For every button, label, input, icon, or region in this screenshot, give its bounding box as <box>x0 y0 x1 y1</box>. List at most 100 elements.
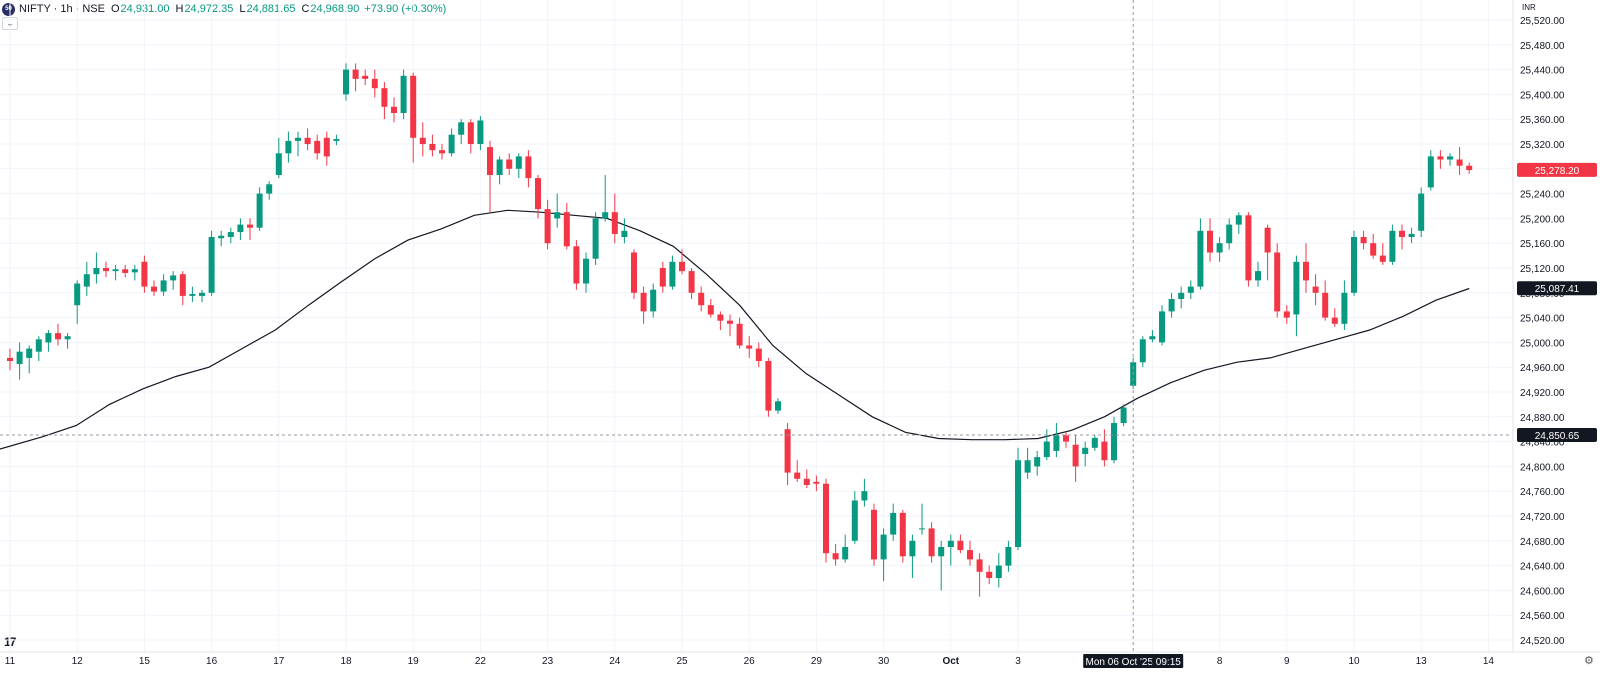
candle-down <box>640 286 647 324</box>
symbol-title[interactable]: NIFTY · 1h · NSE <box>19 3 105 15</box>
candle-up <box>842 534 849 563</box>
currency-label[interactable]: INR <box>1522 3 1536 12</box>
time-axis[interactable]: 11 12 15 16 17 18 19 22 23 24 25 26 29 30 Oct 3 7 8 9 10 13 1… <box>5 656 1495 667</box>
candle-up <box>64 333 71 349</box>
candle-down <box>727 314 733 337</box>
y-tick-label: 25,200.00 <box>1520 214 1565 225</box>
candle-up <box>35 336 42 361</box>
y-tick-label: 25,040.00 <box>1520 314 1565 325</box>
symbol-logo[interactable]: 50 <box>2 2 15 16</box>
x-tick-label: 26 <box>744 656 756 667</box>
candle-body <box>458 122 465 135</box>
candle-down <box>707 299 714 318</box>
candle-body <box>563 212 570 247</box>
candle-down <box>871 503 877 566</box>
candle-body <box>669 261 676 287</box>
candle-body <box>832 553 839 560</box>
candle-body <box>1149 336 1156 340</box>
price-axis[interactable]: 25,520.00 25,480.00 25,440.00 25,400.00 25,3… <box>1520 16 1565 647</box>
candle-up <box>266 181 273 200</box>
candle-down <box>1399 224 1405 250</box>
candle-up <box>295 131 301 157</box>
candle-body <box>717 314 724 321</box>
candle-down <box>573 240 580 290</box>
candle-down <box>1456 147 1463 175</box>
candle-down <box>957 534 964 554</box>
candle-body <box>487 147 493 175</box>
candle-body <box>208 237 215 293</box>
y-tick-label: 25,320.00 <box>1520 140 1565 151</box>
candle-up <box>1351 230 1357 296</box>
candle-body <box>611 212 618 234</box>
gear-icon[interactable]: ⚙ <box>1584 655 1594 667</box>
candle-body <box>16 351 23 365</box>
candle-body <box>928 528 935 557</box>
candle-up <box>1159 305 1165 346</box>
high-label: H <box>175 3 184 15</box>
candle-up <box>448 128 455 157</box>
candle-body <box>199 292 205 296</box>
x-tick-label: 11 <box>5 656 16 667</box>
candle-up <box>237 218 244 241</box>
candle-body <box>1399 230 1405 237</box>
candle-body <box>1005 547 1012 566</box>
x-tick-label: 7 <box>1150 656 1156 667</box>
candle-down <box>679 249 685 275</box>
candle-body <box>496 159 503 175</box>
candle-body <box>93 268 100 275</box>
candle-up <box>592 212 599 265</box>
candle-body <box>1159 311 1165 343</box>
candle-down <box>1360 230 1367 250</box>
candle-down <box>362 69 369 86</box>
candle-body <box>1072 444 1079 467</box>
candle-body <box>304 137 311 144</box>
y-tick-label: 24,680.00 <box>1520 537 1565 548</box>
candle-body <box>621 230 628 237</box>
x-tick-label: 23 <box>542 656 554 667</box>
candle-body <box>218 235 225 239</box>
candle-down <box>1283 305 1290 324</box>
candle-down <box>535 175 541 219</box>
x-tick-label: 14 <box>1483 656 1495 667</box>
candle-body <box>871 509 877 560</box>
candle-down <box>1303 243 1309 293</box>
candle-body <box>967 550 973 560</box>
candle-body <box>631 252 637 293</box>
candle-up <box>1082 441 1089 467</box>
candle-down <box>410 72 417 163</box>
candle-up <box>1034 450 1041 476</box>
candle-up <box>160 274 167 296</box>
y-tick-label: 25,160.00 <box>1520 239 1565 250</box>
candle-up <box>515 153 522 179</box>
candle-body <box>583 258 589 284</box>
y-tick-label: 24,800.00 <box>1520 462 1565 473</box>
candle-up <box>1255 261 1261 287</box>
candle-up <box>1043 429 1050 461</box>
candle-down <box>487 140 493 213</box>
candle-down <box>103 261 109 278</box>
candle-up <box>909 534 916 578</box>
candle-up <box>1120 404 1127 427</box>
candle-body <box>285 140 292 154</box>
candle-body <box>1139 339 1146 363</box>
candle-body <box>995 565 1002 578</box>
candle-down <box>429 134 436 157</box>
candle-body <box>1178 292 1185 299</box>
candle-body <box>986 571 993 578</box>
candle-up <box>496 156 503 185</box>
candle-body <box>1360 237 1367 244</box>
candle-body <box>1063 435 1069 442</box>
candle-down <box>765 357 772 417</box>
candle-body <box>189 294 196 296</box>
low-label: L <box>239 3 246 15</box>
candle-up <box>1418 187 1425 237</box>
candle-body <box>1207 230 1213 253</box>
candle-down <box>823 478 829 563</box>
high-value: 24,972.35 <box>184 3 234 15</box>
price-label: 24,850.65 <box>1535 431 1580 442</box>
y-tick-label: 24,720.00 <box>1520 512 1565 523</box>
candle-up <box>1005 540 1012 572</box>
candle-body <box>880 534 887 560</box>
candle-body <box>1053 435 1060 451</box>
